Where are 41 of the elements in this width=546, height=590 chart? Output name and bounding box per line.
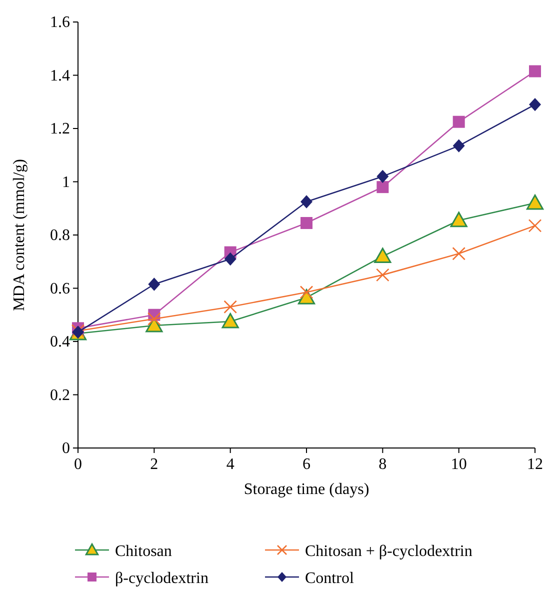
y-axis-title: MDA content (mmol/g) [11, 159, 28, 311]
point [529, 65, 541, 78]
point [224, 300, 237, 314]
y-tick-label: 0.2 [50, 386, 70, 404]
y-tick-label: 1.6 [50, 14, 70, 31]
point [374, 248, 392, 264]
point [300, 217, 312, 230]
x-tick-label: 12 [527, 456, 543, 473]
point [376, 181, 389, 194]
point [300, 195, 312, 208]
point [452, 139, 465, 152]
point [222, 312, 239, 328]
point [452, 246, 466, 260]
y-tick-label: 0.8 [50, 227, 70, 244]
legend-label: Chitosan [115, 543, 172, 560]
point [148, 312, 161, 326]
y-tick-label: 1.4 [50, 67, 70, 84]
x-axis-title: Storage time (days) [244, 481, 370, 498]
point [528, 219, 542, 232]
point [452, 116, 465, 128]
x-tick-label: 4 [226, 456, 234, 473]
x-tick-label: 0 [74, 456, 82, 473]
x-tick-label: 6 [302, 456, 310, 473]
y-tick-label: 0.4 [50, 334, 70, 350]
x-tick-label: 10 [450, 456, 467, 473]
x-tick-label: 2 [150, 456, 158, 473]
y-tick-label: 0.6 [50, 280, 70, 298]
legend-label: Control [305, 570, 354, 587]
point [450, 212, 468, 228]
point [376, 268, 390, 282]
point [148, 278, 160, 291]
point [526, 194, 544, 210]
x-tick-label: 8 [378, 456, 387, 473]
point [224, 252, 236, 266]
point [376, 170, 389, 184]
y-tick-label: 1.2 [50, 120, 70, 138]
legend-label: Chitosan + β-cyclodextrin [305, 543, 472, 560]
legend-label: β-cyclodextrin [115, 570, 208, 587]
y-tick-label: 0 [62, 440, 70, 457]
y-tick-label: 1 [62, 174, 70, 191]
point [529, 98, 541, 112]
